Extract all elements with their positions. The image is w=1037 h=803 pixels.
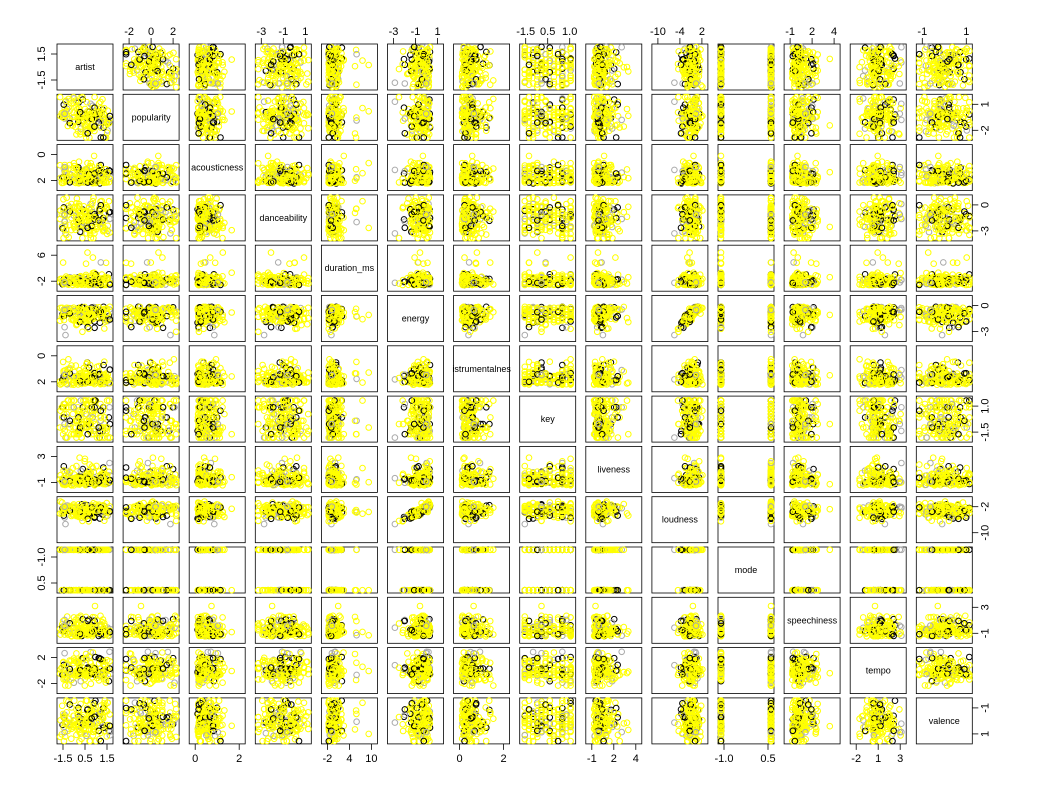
- panel-artist-vs-danceability: [255, 44, 311, 90]
- panel-popularity-vs-artist: [57, 94, 113, 140]
- panel-artist-vs-liveness: [586, 44, 642, 90]
- panel-artist-vs-loudness: [652, 44, 708, 90]
- panel-frame: [718, 44, 774, 90]
- panel-grid: [57, 44, 972, 744]
- panel-artist-vs-valence: [916, 44, 972, 90]
- panel-artist-vs-key: [520, 44, 576, 90]
- panel-popularity-vs-duration_ms: [321, 94, 377, 140]
- panel-artist-vs-mode: [718, 44, 774, 90]
- panel-artist-vs-istrumentalnes: [454, 44, 510, 90]
- panel-artist-vs-acousticness: [189, 44, 245, 90]
- panel-popularity-vs-acousticness: [189, 94, 245, 140]
- panel-artist-vs-speechiness: [784, 44, 840, 90]
- panel-artist-vs-duration_ms: [321, 44, 377, 90]
- panel-artist-vs-tempo: [850, 44, 906, 90]
- panel-artist-vs-energy: [388, 44, 444, 90]
- panel-artist-vs-popularity: [123, 44, 179, 90]
- panel-popularity-vs-danceability: [255, 94, 311, 140]
